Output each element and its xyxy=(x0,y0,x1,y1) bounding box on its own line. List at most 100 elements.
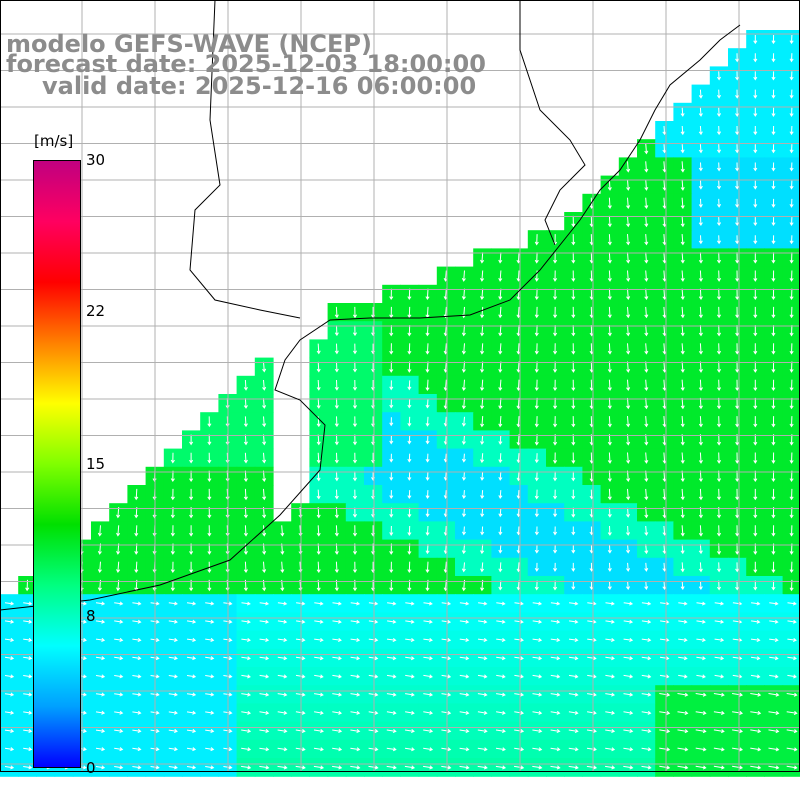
wind-arrow xyxy=(534,234,539,246)
wind-arrow xyxy=(313,729,324,734)
wind-arrow xyxy=(550,601,561,606)
wind-arrow xyxy=(587,692,597,697)
wind-arrow xyxy=(716,162,722,172)
wind-arrow xyxy=(389,471,394,481)
wind-arrow xyxy=(771,270,776,282)
wind-arrow xyxy=(553,325,558,337)
wind-arrow xyxy=(480,544,485,555)
wind-arrow xyxy=(316,379,321,391)
wind-arrow xyxy=(114,656,124,661)
wind-arrow xyxy=(241,729,252,734)
wind-arrow xyxy=(461,562,466,573)
wind-arrow xyxy=(496,692,506,697)
wind-arrow xyxy=(771,107,776,117)
wind-arrow xyxy=(387,601,397,606)
wind-arrow xyxy=(498,270,503,282)
wind-arrow xyxy=(350,710,361,715)
wind-arrow xyxy=(532,710,543,715)
wind-arrow xyxy=(241,674,251,679)
wind-arrow xyxy=(678,619,688,624)
wind-arrow xyxy=(498,580,503,591)
wind-arrow xyxy=(571,544,576,554)
wind-arrow xyxy=(368,619,379,624)
wind-arrow xyxy=(716,288,722,301)
wind-arrow xyxy=(553,288,558,301)
wind-arrow xyxy=(789,217,794,227)
wind-arrow xyxy=(716,125,722,136)
wind-arrow xyxy=(641,692,652,697)
wind-arrow xyxy=(189,434,194,446)
wind-arrow xyxy=(243,398,248,409)
wind-arrow xyxy=(495,765,507,770)
wind-arrow xyxy=(459,674,470,679)
wind-arrow xyxy=(626,325,631,337)
wind-arrow xyxy=(405,638,415,643)
wind-arrow xyxy=(680,125,685,136)
wind-arrow xyxy=(680,306,685,319)
wind-arrow xyxy=(386,638,397,643)
wind-arrow xyxy=(423,747,434,752)
wind-arrow xyxy=(534,544,539,554)
wind-arrow xyxy=(314,656,324,661)
wind-arrow xyxy=(95,692,106,697)
wind-arrow xyxy=(332,601,342,606)
wind-arrow xyxy=(641,601,652,606)
wind-arrow xyxy=(698,562,703,573)
wind-arrow xyxy=(789,180,794,190)
wind-arrow xyxy=(132,747,142,752)
wind-arrow xyxy=(404,747,415,752)
wind-arrow xyxy=(607,488,612,501)
wind-arrow xyxy=(241,692,252,697)
wind-arrow xyxy=(789,252,794,264)
wind-arrow xyxy=(114,710,124,715)
wind-arrow xyxy=(680,144,685,154)
wind-arrow xyxy=(461,288,466,301)
wind-arrow xyxy=(114,619,124,624)
wind-arrow xyxy=(771,53,776,63)
wind-arrow xyxy=(698,180,703,190)
wind-arrow xyxy=(23,710,33,715)
wind-arrow xyxy=(295,710,306,715)
country-border xyxy=(189,0,586,319)
wind-arrow xyxy=(477,656,488,661)
wind-arrow xyxy=(334,416,339,428)
wind-arrow xyxy=(441,710,452,715)
wind-arrow xyxy=(352,561,358,574)
wind-arrow xyxy=(789,416,794,428)
wind-arrow xyxy=(498,252,503,264)
wind-arrow xyxy=(680,416,685,428)
wind-arrow xyxy=(314,692,324,697)
wind-arrow xyxy=(771,306,776,319)
wind-arrow xyxy=(480,562,485,573)
wind-arrow xyxy=(716,235,722,245)
wind-arrow xyxy=(789,144,794,154)
wind-arrow xyxy=(626,215,631,228)
wind-arrow xyxy=(241,638,251,643)
wind-arrow xyxy=(498,306,503,319)
wind-arrow xyxy=(771,325,776,337)
wind-arrow xyxy=(735,452,740,464)
wind-arrow xyxy=(132,674,142,679)
wind-arrow xyxy=(423,656,433,661)
wind-arrow xyxy=(461,526,466,536)
wind-arrow xyxy=(441,619,452,624)
wind-arrow xyxy=(553,562,558,572)
wind-arrow xyxy=(626,161,631,173)
wind-arrow xyxy=(698,288,703,301)
wind-arrow xyxy=(207,452,212,464)
wind-arrow xyxy=(716,525,722,537)
wind-arrow xyxy=(243,561,248,574)
wind-arrow xyxy=(771,252,776,264)
wind-arrow xyxy=(262,416,267,428)
wind-arrow xyxy=(277,638,288,643)
wind-arrow xyxy=(698,252,703,264)
wind-arrow xyxy=(352,416,358,428)
wind-arrow xyxy=(789,71,794,81)
wind-arrow xyxy=(295,656,306,661)
wind-arrow xyxy=(534,453,539,464)
wind-arrow xyxy=(753,452,758,464)
wind-arrow xyxy=(626,379,631,392)
wind-arrow xyxy=(314,638,324,643)
wind-arrow xyxy=(769,674,779,679)
wind-arrow xyxy=(95,747,106,752)
